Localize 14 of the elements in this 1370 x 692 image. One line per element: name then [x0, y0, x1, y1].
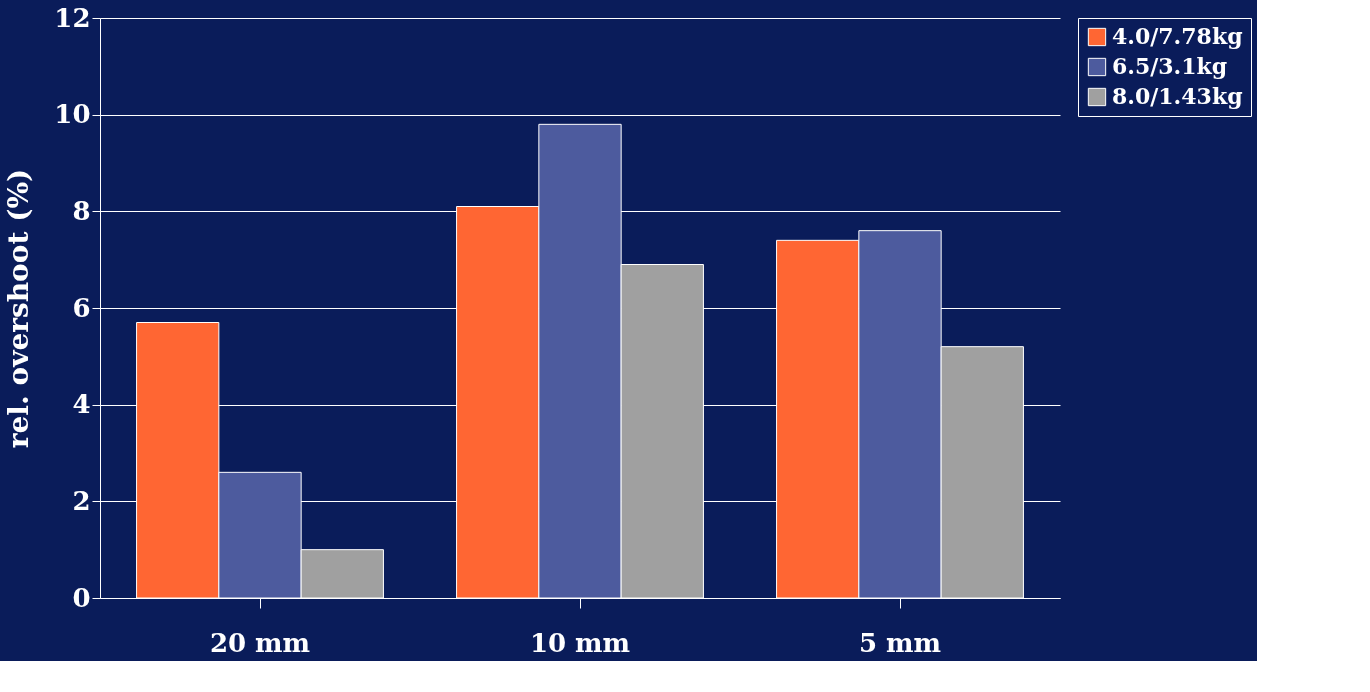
legend-label: 6.5/3.1kg: [1112, 53, 1228, 79]
y-axis-title: rel. overshoot (%): [2, 168, 36, 449]
y-tick-label: 0: [72, 582, 91, 613]
x-tick-label: 20 mm: [209, 627, 311, 658]
legend-label: 4.0/7.78kg: [1112, 23, 1243, 49]
y-tick-label: 10: [54, 99, 91, 130]
y-tick-label: 4: [72, 389, 91, 420]
x-tick-label: 10 mm: [529, 627, 631, 658]
y-tick-label: 2: [72, 485, 91, 516]
y-tick-label: 12: [54, 2, 91, 33]
y-tick-label: 8: [72, 195, 91, 226]
x-tick-label: 5 mm: [858, 627, 942, 658]
legend-label: 8.0/1.43kg: [1112, 83, 1243, 109]
y-tick-label: 6: [72, 292, 91, 323]
